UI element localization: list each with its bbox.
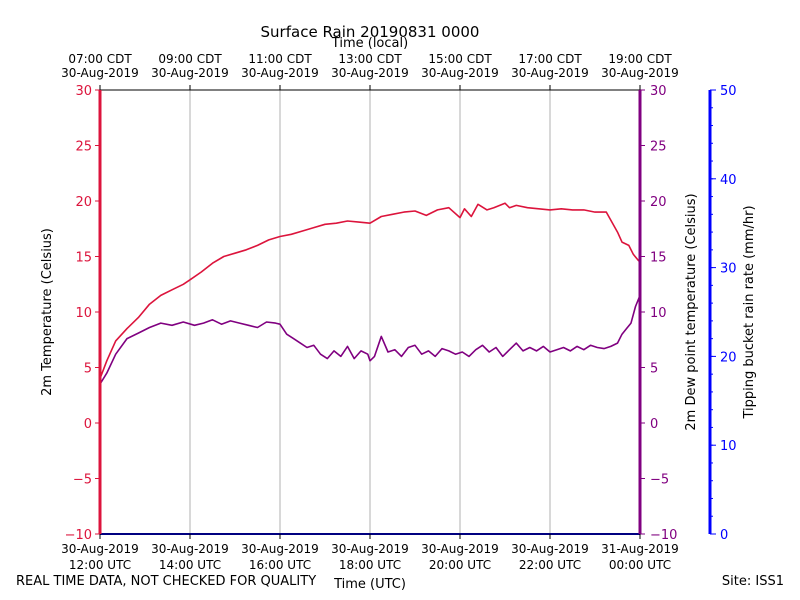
local-date-label: 30-Aug-2019 <box>601 66 679 80</box>
dewpoint-tick-label: 25 <box>650 140 667 155</box>
dewpoint-axis-label: 2m Dew point temperature (Celsius) <box>684 193 699 430</box>
rain-tick-label: 30 <box>720 262 737 277</box>
utc-time-label: 16:00 UTC <box>249 558 311 572</box>
temperature-tick-label: 15 <box>75 251 92 266</box>
utc-time-label: 00:00 UTC <box>609 558 671 572</box>
utc-date-label: 30-Aug-2019 <box>511 542 589 556</box>
rain-tick-label: 10 <box>720 439 737 454</box>
utc-time-label: 18:00 UTC <box>339 558 401 572</box>
local-time-label: 15:00 CDT <box>428 52 492 66</box>
dewpoint-tick-label: 30 <box>650 84 667 99</box>
temperature-tick-label: 5 <box>84 362 92 377</box>
temperature-tick-label: 0 <box>84 417 92 432</box>
rain-tick-label: 40 <box>720 173 737 188</box>
utc-date-label: 31-Aug-2019 <box>601 542 679 556</box>
temperature-tick-label: 25 <box>75 140 92 155</box>
rain-tick-label: 0 <box>720 528 728 543</box>
local-date-label: 30-Aug-2019 <box>421 66 499 80</box>
utc-date-label: 30-Aug-2019 <box>331 542 409 556</box>
dewpoint-tick-label: 15 <box>650 251 667 266</box>
local-date-label: 30-Aug-2019 <box>61 66 139 80</box>
local-date-label: 30-Aug-2019 <box>511 66 589 80</box>
temperature-tick-label: −5 <box>73 473 92 488</box>
site-label: Site: ISS1 <box>721 574 784 589</box>
local-time-label: 17:00 CDT <box>518 52 582 66</box>
utc-time-label: 20:00 UTC <box>429 558 491 572</box>
tick-labels: −10 −5 0 5 10 15 20 25 30 −10 −5 0 5 10 15 20 25 30 0 10 20 3… <box>61 52 736 572</box>
local-time-label: 19:00 CDT <box>608 52 672 66</box>
temperature-tick-label: 20 <box>75 195 92 210</box>
temperature-tick-label: −10 <box>65 528 92 543</box>
dewpoint-tick-label: −10 <box>650 528 677 543</box>
rain-tick-label: 50 <box>720 84 737 99</box>
local-time-label: 13:00 CDT <box>338 52 402 66</box>
utc-date-label: 30-Aug-2019 <box>151 542 229 556</box>
local-date-label: 30-Aug-2019 <box>241 66 319 80</box>
left-axis-label: 2m Temperature (Celsius) <box>40 228 55 396</box>
local-time-label: 07:00 CDT <box>68 52 132 66</box>
series-dewpoint-line <box>99 295 641 385</box>
temperature-tick-label: 10 <box>75 306 92 321</box>
dewpoint-tick-label: 5 <box>650 362 658 377</box>
gridlines <box>99 90 641 534</box>
local-date-label: 30-Aug-2019 <box>331 66 409 80</box>
dewpoint-tick-label: 20 <box>650 195 667 210</box>
local-time-label: 09:00 CDT <box>158 52 222 66</box>
utc-date-label: 30-Aug-2019 <box>61 542 139 556</box>
dewpoint-tick-label: 0 <box>650 417 658 432</box>
axes <box>98 89 712 535</box>
top-axis-label: Time (local) <box>331 36 408 51</box>
utc-time-label: 22:00 UTC <box>519 558 581 572</box>
temperature-tick-label: 30 <box>75 84 92 99</box>
chart-title: Surface Rain 20190831 0000 <box>261 23 480 41</box>
bottom-axis-label: Time (UTC) <box>333 577 406 592</box>
utc-time-label: 12:00 UTC <box>69 558 131 572</box>
local-date-label: 30-Aug-2019 <box>151 66 229 80</box>
series-temperature-line <box>99 202 641 379</box>
local-time-label: 11:00 CDT <box>248 52 312 66</box>
quality-note: REAL TIME DATA, NOT CHECKED FOR QUALITY <box>16 574 317 589</box>
dewpoint-tick-label: −5 <box>650 473 669 488</box>
dewpoint-tick-label: 10 <box>650 306 667 321</box>
utc-time-label: 14:00 UTC <box>159 558 221 572</box>
utc-date-label: 30-Aug-2019 <box>421 542 499 556</box>
rain-axis-label: Tipping bucket rain rate (mm/hr) <box>742 205 757 419</box>
rain-tick-label: 20 <box>720 350 737 365</box>
utc-date-label: 30-Aug-2019 <box>241 542 319 556</box>
